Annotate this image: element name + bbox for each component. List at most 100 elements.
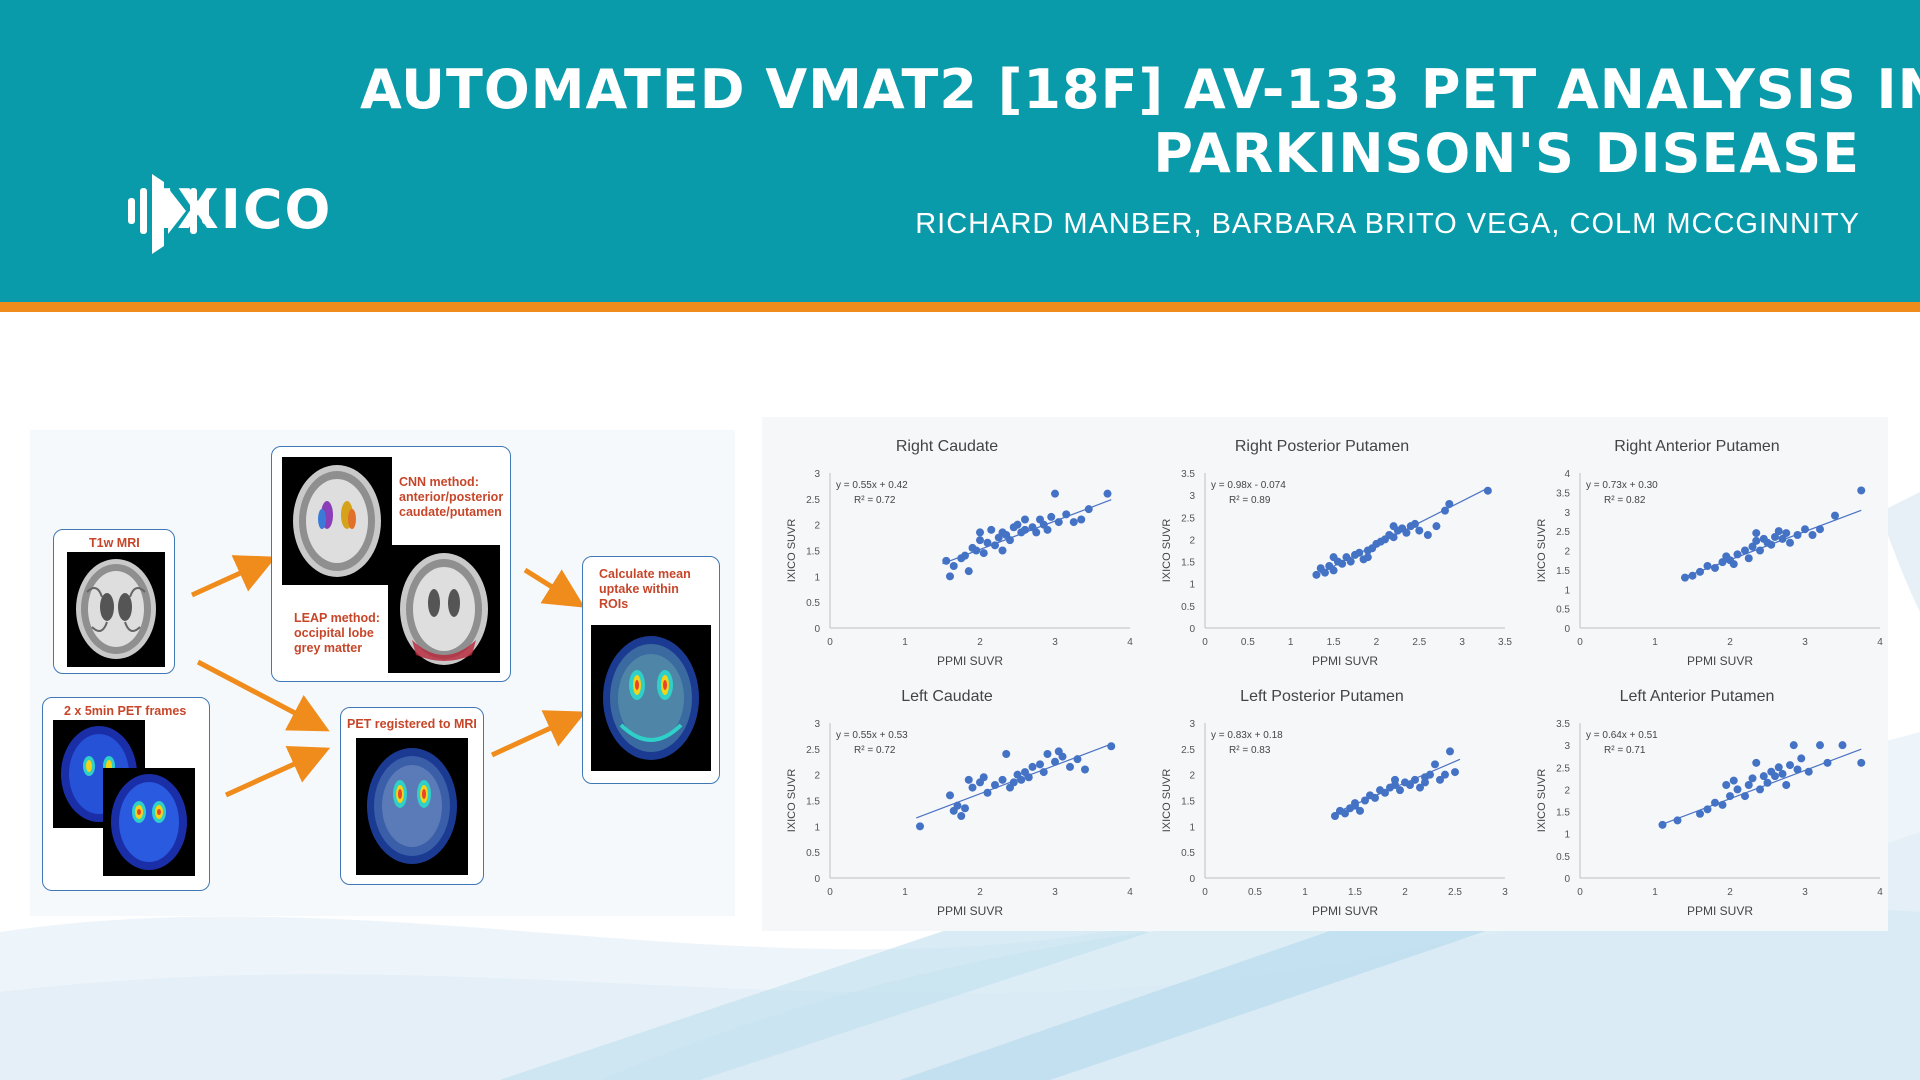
y-tick-label: 3 [1564,741,1570,752]
y-tick-label: 0.5 [806,598,820,609]
r-squared-label: R² = 0.89 [1229,495,1271,506]
data-point [1396,786,1404,795]
data-point [1351,801,1359,810]
y-tick-label: 4 [1564,469,1570,480]
x-tick-label: 3 [1802,637,1808,648]
data-point [1441,506,1449,515]
y-tick-label: 1.5 [1556,808,1570,819]
data-point [1391,775,1399,784]
data-point [1752,529,1761,538]
x-tick-label: 2 [1727,887,1733,898]
data-point [1043,750,1052,758]
x-axis-label: PPMI SUVR [937,654,1003,668]
pet-frame-2-image [103,768,195,876]
data-point [1013,520,1022,529]
calc-label-line-2: uptake within [599,582,679,596]
data-point [1381,788,1389,797]
y-axis-label: IXICO SUVR [786,519,798,583]
x-axis-label: PPMI SUVR [937,904,1003,918]
leap-label-line-1: LEAP method: [294,611,380,625]
y-tick-label: 3 [814,719,820,730]
data-point [1816,741,1824,750]
x-tick-label: 4 [1127,637,1133,648]
data-point [1696,809,1704,818]
pet-frames-box: 2 x 5min PET frames [42,697,210,891]
y-tick-label: 1 [1564,585,1570,596]
title-line-2: PARKINSON'S DISEASE [1153,122,1860,185]
data-point [1756,546,1764,555]
data-point [1782,781,1791,789]
data-point [1857,486,1866,495]
x-axis-label: PPMI SUVR [1312,904,1378,918]
data-point [1726,792,1734,801]
data-point [1722,552,1731,561]
segmentation-box: CNN method: anterior/posterior caudate/p… [271,446,511,682]
scatter-chart-5: Left Posterior Putamen 0 0.5 1 1.5 2 2.5 3 0 0.5 1… [1161,688,1508,918]
data-point [1021,525,1029,534]
data-point [1823,758,1832,767]
data-point [991,781,999,789]
chart-title: Right Anterior Putamen [1614,438,1779,455]
y-tick-label: 0.5 [1181,848,1195,859]
data-point [1066,762,1074,771]
x-tick-label: 2.5 [1448,887,1462,898]
data-point [1797,754,1806,763]
data-point [1355,548,1364,557]
cnn-label-line-3: caudate/putamen [399,505,502,519]
data-point [1681,573,1689,582]
x-tick-label: 3 [1459,637,1465,648]
t1w-mri-label: T1w MRI [89,536,140,550]
data-point [946,791,954,800]
data-point [1051,757,1059,766]
data-point [1009,778,1018,787]
data-point [1371,793,1379,802]
data-point [1741,546,1749,555]
r-squared-label: R² = 0.71 [1604,745,1646,756]
data-point [1341,809,1349,818]
data-point [1748,774,1757,783]
data-point [1744,554,1753,563]
x-tick-label: 3 [1052,637,1058,648]
y-tick-label: 3 [1189,491,1195,502]
data-point [1451,768,1459,777]
r-squared-label: R² = 0.72 [854,495,896,506]
data-point [1069,518,1078,527]
y-axis-label: IXICO SUVR [786,769,798,833]
data-point [1426,770,1434,779]
workflow-arrows [190,555,587,798]
data-point [983,788,992,797]
data-point [1801,525,1809,534]
x-tick-label: 1 [902,637,908,648]
data-point [1084,505,1093,514]
pet-registered-image [356,738,468,875]
data-point [1331,812,1339,820]
data-point [1077,515,1086,524]
data-point [1771,532,1779,541]
x-axis-label: PPMI SUVR [1687,654,1753,668]
x-tick-label: 1 [1652,887,1658,898]
x-tick-label: 4 [1877,637,1883,648]
x-tick-label: 4 [1127,887,1133,898]
chart-title: Left Anterior Putamen [1620,688,1775,705]
data-point [1321,568,1329,577]
data-point [1416,783,1424,792]
data-point [1329,566,1338,575]
x-tick-label: 0 [827,887,833,898]
trendline-equation: y = 0.98x - 0.074 [1211,480,1286,491]
chart-title: Left Caudate [901,688,993,705]
scatter-chart-1: Right Caudate 0 1 2 3 4 0 0.5 1 1.5 2 2.5 3 PPMI SUVR… [786,438,1133,668]
y-tick-label: 0.5 [806,848,820,859]
ixico-logo-icon [128,174,209,254]
x-tick-label: 0 [1202,887,1208,898]
chart-title: Right Caudate [896,438,998,455]
arrow-mri-to-cnn [190,555,277,598]
x-tick-label: 2 [1374,637,1380,648]
pet-frames-label: 2 x 5min PET frames [64,704,187,718]
header-banner: IXICO AUTOMATED VMAT2 [18F] AV-133 PET A… [0,0,1920,302]
data-point [1808,531,1817,539]
x-axis-label: PPMI SUVR [1687,904,1753,918]
data-point [1363,553,1372,562]
y-tick-label: 3.5 [1556,719,1570,730]
data-point [1744,781,1753,789]
data-point [1002,750,1011,758]
